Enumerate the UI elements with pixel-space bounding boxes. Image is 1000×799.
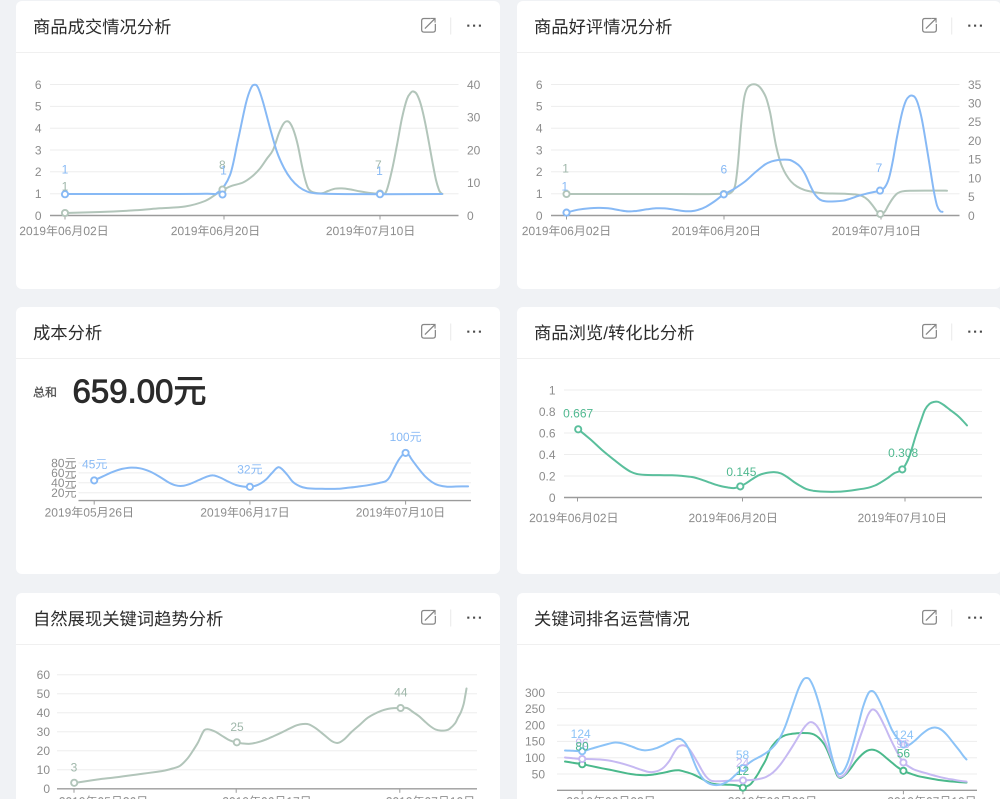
svg-text:1: 1	[562, 162, 569, 176]
svg-text:200: 200	[525, 718, 545, 732]
svg-text:15: 15	[968, 153, 982, 167]
svg-text:5: 5	[536, 100, 543, 114]
svg-text:10: 10	[37, 763, 51, 777]
svg-text:4: 4	[536, 122, 543, 136]
svg-text:96: 96	[896, 737, 910, 751]
svg-text:0.8: 0.8	[539, 405, 556, 419]
svg-text:1: 1	[376, 164, 383, 178]
svg-text:6: 6	[35, 78, 42, 92]
svg-text:3: 3	[536, 143, 543, 157]
svg-text:3: 3	[71, 760, 78, 774]
svg-text:0.2: 0.2	[539, 469, 556, 483]
svg-text:2: 2	[35, 165, 42, 179]
svg-text:40: 40	[37, 706, 51, 720]
svg-text:58: 58	[736, 748, 750, 762]
svg-text:1: 1	[562, 179, 569, 193]
svg-text:250: 250	[525, 702, 545, 716]
svg-text:20: 20	[37, 744, 51, 758]
svg-text:44: 44	[394, 686, 408, 700]
svg-text:30: 30	[968, 97, 982, 111]
svg-text:50: 50	[532, 767, 546, 781]
svg-text:10: 10	[968, 171, 982, 185]
svg-text:0: 0	[467, 209, 474, 223]
svg-text:25: 25	[968, 115, 982, 129]
svg-text:40: 40	[467, 78, 481, 92]
svg-text:5: 5	[968, 190, 975, 204]
svg-text:24: 24	[736, 756, 750, 770]
svg-text:1: 1	[549, 383, 556, 397]
svg-text:1: 1	[536, 187, 543, 201]
svg-text:150: 150	[525, 735, 545, 749]
svg-text:25: 25	[230, 720, 244, 734]
svg-text:80: 80	[575, 739, 589, 753]
svg-text:20: 20	[467, 143, 481, 157]
svg-text:7: 7	[375, 158, 382, 172]
svg-text:12: 12	[736, 764, 750, 778]
svg-text:0: 0	[968, 209, 975, 223]
svg-text:56: 56	[897, 746, 911, 760]
svg-text:30: 30	[467, 111, 481, 125]
svg-text:1: 1	[62, 162, 69, 176]
svg-text:124: 124	[893, 728, 913, 742]
svg-text:0.6: 0.6	[539, 426, 556, 440]
svg-text:0.667: 0.667	[563, 406, 593, 420]
svg-text:30: 30	[37, 725, 51, 739]
svg-text:20: 20	[968, 134, 982, 148]
svg-text:4: 4	[35, 122, 42, 136]
svg-text:60: 60	[37, 668, 51, 682]
svg-text:5: 5	[35, 100, 42, 114]
svg-text:96: 96	[575, 736, 589, 750]
svg-text:50: 50	[37, 687, 51, 701]
svg-text:2: 2	[536, 165, 543, 179]
svg-text:35: 35	[968, 78, 982, 92]
svg-text:124: 124	[571, 727, 591, 741]
svg-text:8: 8	[219, 158, 226, 172]
svg-text:0.308: 0.308	[888, 446, 918, 460]
svg-text:0: 0	[43, 782, 50, 796]
svg-text:6: 6	[720, 163, 727, 177]
svg-text:10: 10	[467, 176, 481, 190]
svg-text:0.4: 0.4	[539, 448, 556, 462]
svg-text:1: 1	[35, 187, 42, 201]
svg-text:300: 300	[525, 686, 545, 700]
svg-text:1: 1	[220, 164, 227, 178]
svg-text:0: 0	[536, 209, 543, 223]
svg-text:0: 0	[549, 491, 556, 505]
svg-text:6: 6	[536, 78, 543, 92]
svg-text:100: 100	[525, 751, 545, 765]
svg-text:7: 7	[876, 161, 883, 175]
svg-text:1: 1	[62, 180, 69, 194]
svg-text:0: 0	[35, 209, 42, 223]
svg-text:0.145: 0.145	[726, 465, 756, 479]
svg-text:3: 3	[35, 143, 42, 157]
